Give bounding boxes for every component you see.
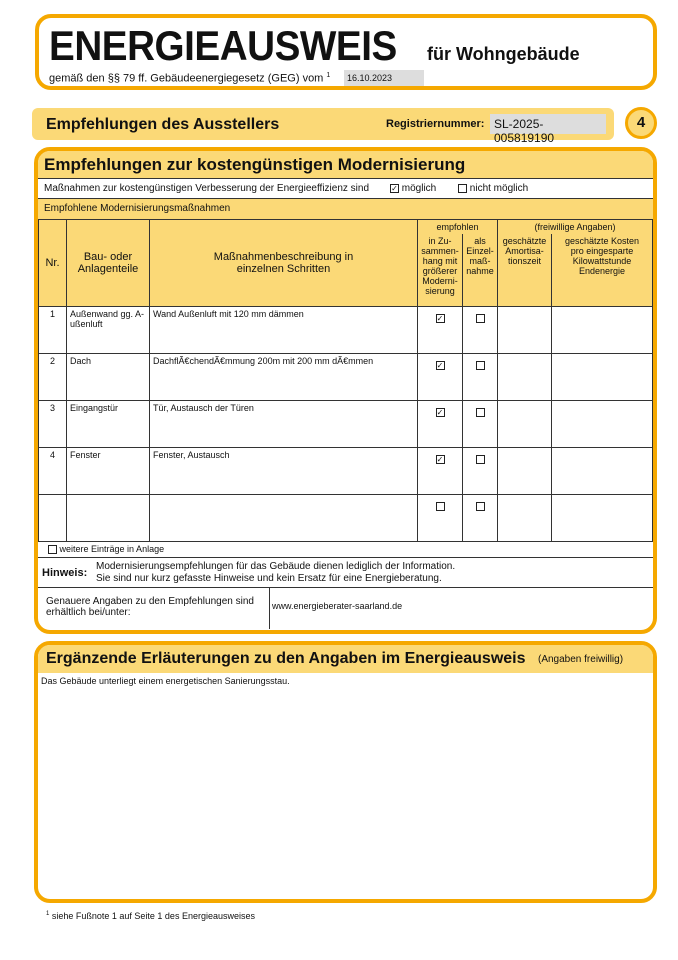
footnote-mark: 1	[326, 72, 331, 79]
not-possible-label: nicht möglich	[469, 183, 529, 194]
reg-number-field[interactable]: SL-2025-005819190	[490, 114, 606, 145]
possible-checkbox[interactable]: ✓	[390, 183, 399, 193]
combined-cell: ✓	[417, 446, 463, 495]
row-desc[interactable]: DachflÃ€chendÃ€mmung 200m mit 200 mm dÃ€…	[149, 352, 418, 401]
erlaeuterungen-header: Ergänzende Erläuterungen zu den Angaben …	[38, 645, 653, 673]
page-number-badge: 4	[625, 107, 657, 139]
section-bar: Empfehlungen des Ausstellers Registriern…	[32, 108, 614, 145]
col-nr: Nr.	[38, 219, 67, 307]
combined-cell	[417, 493, 463, 542]
more-entries-label: weitere Einträge in Anlage	[59, 543, 165, 554]
possible-row: Maßnahmen zur kostengünstigen Verbesseru…	[38, 179, 653, 199]
table-row: 3 Eingangstür Tür, Austausch der Türen ✓	[38, 399, 653, 448]
subheading: Empfohlene Modernisierungsmaßnahmen	[38, 199, 653, 219]
row-cost[interactable]	[551, 493, 653, 542]
erlaeuterungen-text[interactable]: Das Gebäude unterliegt einem energetisch…	[41, 676, 290, 686]
combined-checkbox[interactable]	[435, 501, 445, 511]
row-desc[interactable]: Wand Außenluft mit 120 mm dämmen	[149, 305, 418, 354]
row-amort[interactable]	[497, 399, 552, 448]
single-checkbox[interactable]	[475, 407, 485, 417]
row-part[interactable]: Dach	[66, 352, 150, 401]
row-amort[interactable]	[497, 493, 552, 542]
single-cell	[462, 305, 498, 354]
single-checkbox[interactable]	[475, 501, 485, 511]
row-part[interactable]	[66, 493, 150, 542]
combined-cell: ✓	[417, 352, 463, 401]
row-nr[interactable]: 4	[38, 446, 67, 495]
combined-checkbox[interactable]: ✓	[435, 360, 445, 370]
combined-cell: ✓	[417, 305, 463, 354]
col-recommended: empfohlen	[417, 219, 498, 234]
not-possible-checkbox[interactable]	[458, 183, 467, 193]
row-desc[interactable]: Fenster, Austausch	[149, 446, 418, 495]
single-checkbox[interactable]	[475, 313, 485, 323]
row-nr[interactable]	[38, 493, 67, 542]
combined-checkbox[interactable]: ✓	[435, 407, 445, 417]
table-row: 4 Fenster Fenster, Austausch ✓	[38, 446, 653, 495]
combined-checkbox[interactable]: ✓	[435, 454, 445, 464]
footnote-text: siehe Fußnote 1 auf Seite 1 des Energiea…	[51, 911, 255, 921]
row-amort[interactable]	[497, 446, 552, 495]
law-date-field[interactable]: 16.10.2023	[344, 70, 424, 86]
row-cost[interactable]	[551, 399, 653, 448]
row-cost[interactable]	[551, 305, 653, 354]
erlaeuterungen-note: (Angaben freiwillig)	[538, 654, 624, 665]
table-row: 1 Außenwand gg. A-ußenluft Wand Außenluft …	[38, 305, 653, 354]
table-row: 2 Dach DachflÃ€chendÃ€mmung 200m mit 200 m…	[38, 352, 653, 401]
col-single: als Einzel-maß-nahme	[462, 234, 498, 307]
row-amort[interactable]	[497, 352, 552, 401]
reg-label: Registriernummer:	[386, 118, 485, 130]
row-nr[interactable]: 1	[38, 305, 67, 354]
more-entries-checkbox[interactable]	[48, 544, 57, 554]
row-nr[interactable]: 3	[38, 399, 67, 448]
col-voluntary: (freiwillige Angaben)	[497, 219, 653, 234]
row-part[interactable]: Fenster	[66, 446, 150, 495]
combined-checkbox[interactable]: ✓	[435, 313, 445, 323]
header-box: ENERGIEAUSWEIS für Wohngebäude gemäß den…	[35, 14, 657, 90]
row-desc[interactable]: Tür, Austausch der Türen	[149, 399, 418, 448]
row-part[interactable]: Eingangstür	[66, 399, 150, 448]
modernisierung-box: Empfehlungen zur kostengünstigen Moderni…	[34, 147, 657, 634]
col-combined: in Zu-sammen-hang mit größerer Moderni-s…	[417, 234, 463, 307]
section-title: Empfehlungen des Ausstellers	[46, 116, 280, 133]
measures-table: Nr. Bau- oder Anlagenteile Maßnahmenbesc…	[38, 219, 653, 542]
more-info-label: Genauere Angaben zu den Empfehlungen sin…	[46, 595, 254, 618]
more-info-row: Genauere Angaben zu den Empfehlungen sin…	[38, 587, 653, 629]
possible-label: möglich	[401, 183, 437, 194]
document-title: ENERGIEAUSWEIS	[49, 22, 397, 69]
single-cell	[462, 399, 498, 448]
row-nr[interactable]: 2	[38, 352, 67, 401]
combined-cell: ✓	[417, 399, 463, 448]
erlaeuterungen-title: Ergänzende Erläuterungen zu den Angaben …	[46, 650, 526, 667]
law-text: gemäß den §§ 79 ff. Gebäudeenergiegesetz…	[49, 72, 324, 85]
row-amort[interactable]	[497, 305, 552, 354]
footnote-number: 1	[46, 911, 50, 917]
footnote: 1 siehe Fußnote 1 auf Seite 1 des Energi…	[46, 911, 255, 921]
more-info-link[interactable]: www.energieberater-saarland.de	[272, 600, 403, 611]
col-cost: geschätzte Kosten pro eingesparte Kilowa…	[551, 234, 653, 307]
row-cost[interactable]	[551, 446, 653, 495]
hint-text-2: Sie sind nur kurz gefasste Hinweise und …	[96, 572, 442, 584]
single-checkbox[interactable]	[475, 360, 485, 370]
erlaeuterungen-box: Ergänzende Erläuterungen zu den Angaben …	[34, 641, 657, 903]
table-row	[38, 493, 653, 542]
hint-label: Hinweis:	[42, 566, 88, 579]
row-desc[interactable]	[149, 493, 418, 542]
hint-row: Hinweis: Modernisierungsempfehlungen für…	[38, 558, 653, 588]
possible-text: Maßnahmen zur kostengünstigen Verbesseru…	[44, 183, 370, 194]
row-part[interactable]: Außenwand gg. A-ußenluft	[66, 305, 150, 354]
law-reference: gemäß den §§ 79 ff. Gebäudeenergiegesetz…	[49, 72, 330, 85]
single-cell	[462, 352, 498, 401]
row-cost[interactable]	[551, 352, 653, 401]
document-subtitle: für Wohngebäude	[427, 44, 580, 64]
single-checkbox[interactable]	[475, 454, 485, 464]
more-entries-row: weitere Einträge in Anlage	[38, 542, 653, 558]
single-cell	[462, 493, 498, 542]
single-cell	[462, 446, 498, 495]
col-amort: geschätzte Amortisa-tionszeit	[497, 234, 552, 307]
hint-text-1: Modernisierungsempfehlungen für das Gebä…	[96, 560, 456, 572]
col-part: Bau- oder Anlagenteile	[66, 219, 150, 307]
modernisierung-title: Empfehlungen zur kostengünstigen Moderni…	[38, 151, 653, 179]
col-desc: Maßnahmenbeschreibung in einzelnen Schri…	[149, 219, 418, 307]
